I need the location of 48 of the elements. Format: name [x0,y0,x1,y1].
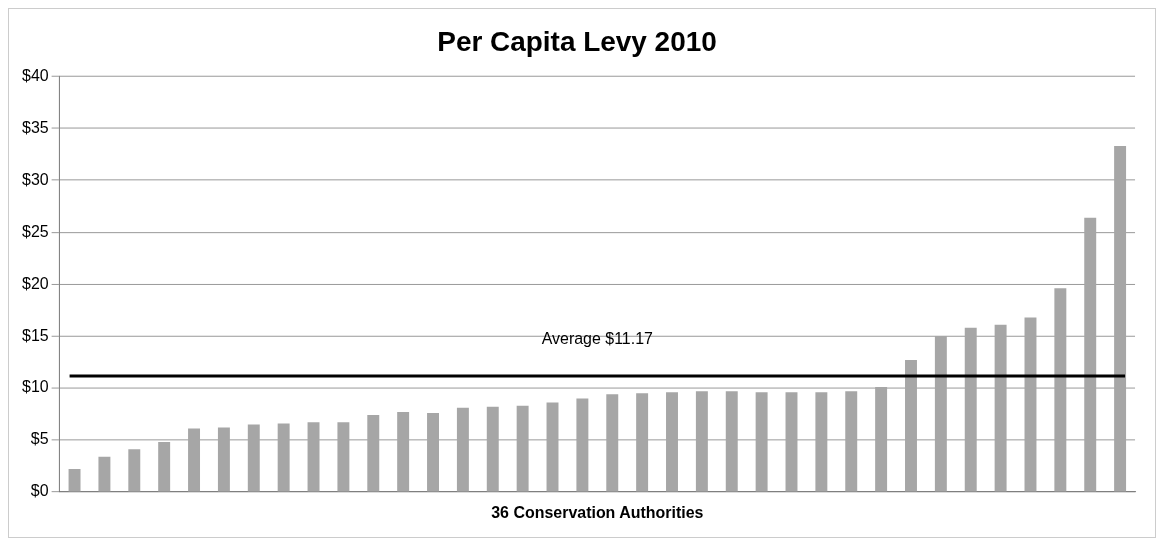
bar [1114,145,1127,492]
bar [217,427,230,492]
bar [785,392,798,492]
bar [934,336,947,492]
bar [427,413,439,492]
bar [905,360,917,492]
y-tick-label: $20 [22,274,49,292]
bar [546,402,559,492]
bar [188,428,201,492]
y-tick-label: $35 [22,118,49,136]
bar [1054,288,1067,492]
bar [695,391,708,492]
y-tick-label: $15 [22,326,49,344]
bar [725,391,738,492]
bar [666,392,678,492]
bar [815,392,828,492]
y-tick-label: $30 [22,170,49,188]
bar [397,411,410,492]
bar [994,324,1007,492]
bar [456,407,469,492]
bar [68,469,81,492]
bar [1024,317,1037,492]
bar [636,393,649,492]
bar [337,422,350,492]
bar [606,394,619,492]
y-tick-label: $25 [22,222,49,240]
y-tick-label: $5 [30,430,49,448]
bar [486,406,499,492]
y-tick-label: $0 [30,482,49,500]
bar [755,392,768,492]
y-tick-label: $40 [22,66,49,84]
bar [964,327,977,492]
bar [367,415,380,492]
bar [158,442,171,492]
bar [98,456,111,492]
bar [875,387,888,492]
chart-title: Per Capita Levy 2010 [437,26,717,58]
bar [277,423,290,492]
bar [307,422,320,492]
bar [576,398,589,492]
bar [516,405,529,492]
bar [845,391,858,492]
x-axis-title: 36 Conservation Authorities [491,503,704,521]
ref-line-label: Average $11.17 [541,330,654,348]
y-tick-label: $10 [22,378,49,396]
bar [247,424,260,492]
bar [128,449,141,492]
bar [1084,217,1097,492]
